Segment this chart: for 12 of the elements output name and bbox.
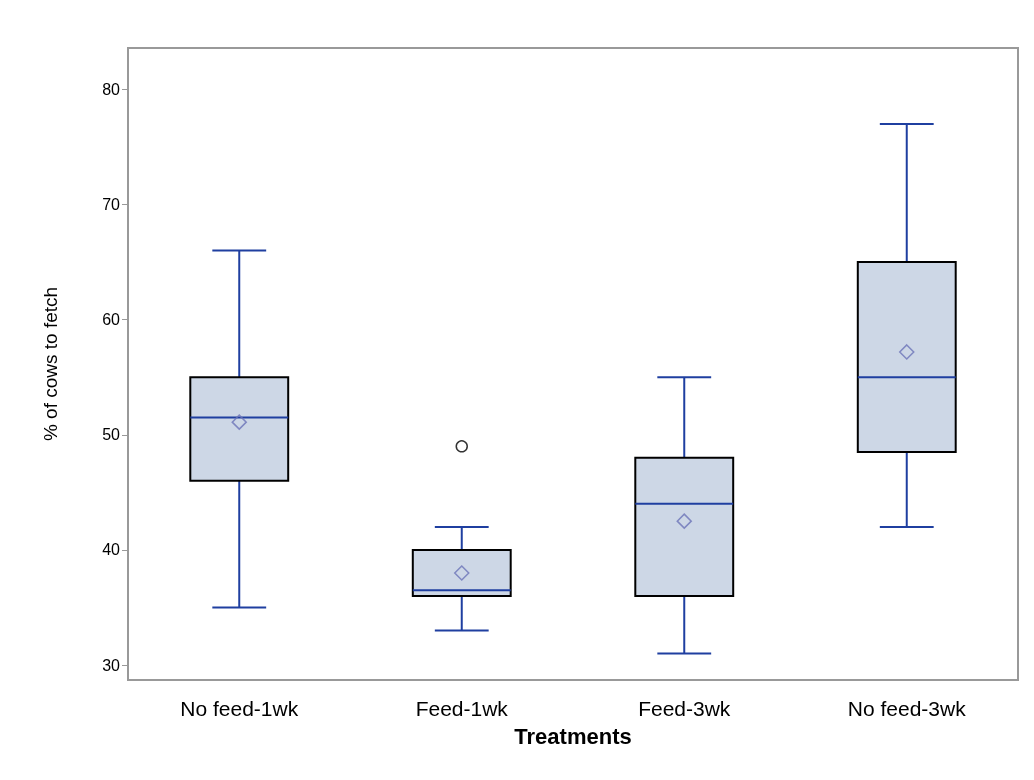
x-axis-title: Treatments [514,723,632,749]
y-axis-title: % of cows to fetch [40,286,61,442]
x-tick-label: No feed-3wk [847,697,967,720]
x-tick-label: Feed-3wk [638,697,731,720]
y-tick-label: 60 [102,311,121,329]
y-tick-label: 50 [102,426,121,444]
y-tick-label: 40 [102,541,121,559]
y-tick-label: 80 [102,80,121,98]
x-tick-label: Feed-1wk [415,697,509,720]
x-tick-label: No feed-1wk [180,697,299,720]
y-tick-label: 30 [102,656,121,674]
y-tick-label: 70 [102,196,121,214]
